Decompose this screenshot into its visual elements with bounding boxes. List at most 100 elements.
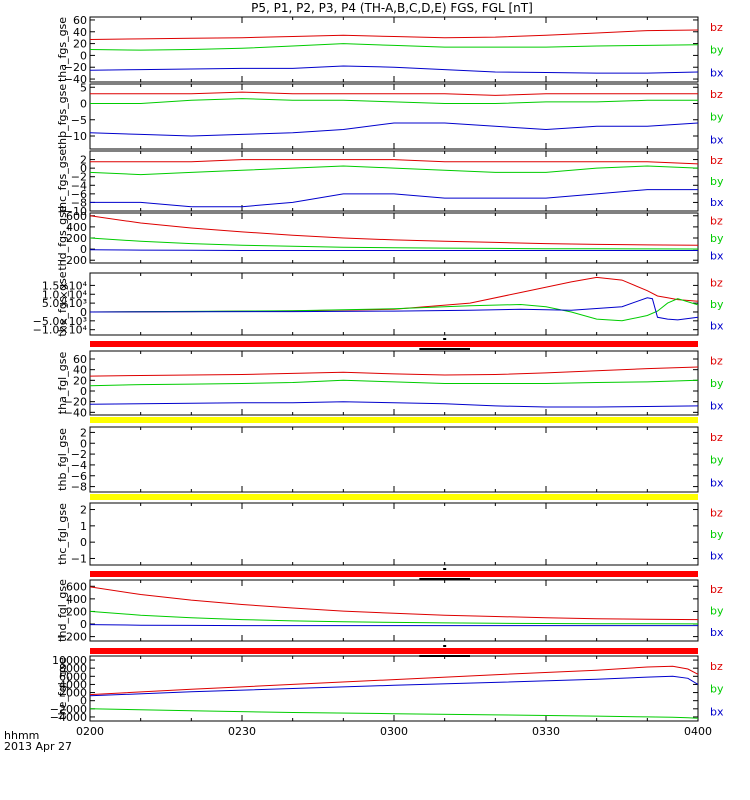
- status-mark: [419, 655, 470, 657]
- legend-bz: bz: [710, 88, 723, 101]
- y-tick-label: 0: [80, 306, 87, 319]
- y-tick-label: −5: [71, 114, 87, 127]
- series-bz-line: [90, 29, 698, 40]
- legend-bx: bx: [710, 250, 724, 263]
- legend-by: by: [710, 111, 724, 124]
- y-tick-label: −10: [64, 205, 87, 218]
- panel-frame: [89, 426, 699, 493]
- series-by-line: [90, 43, 698, 51]
- legend-bz: bz: [710, 583, 723, 596]
- legend-by: by: [710, 298, 724, 311]
- series-bx-line: [90, 675, 698, 697]
- series-bx-line: [90, 624, 698, 627]
- y-axis-label: the_fgl_gse: [56, 657, 69, 720]
- series-by-line: [90, 98, 698, 104]
- y-tick-label: 1.5×10⁴: [42, 279, 88, 292]
- series-bz-line: [90, 276, 698, 313]
- series-by-line: [90, 165, 698, 176]
- series-bz-line: [90, 215, 698, 246]
- y-axis-label: thb_fgl_gse: [56, 428, 69, 491]
- legend-bz: bz: [710, 431, 723, 444]
- status-bar: [90, 341, 698, 347]
- y-axis-label: thc_fgs_gse: [56, 149, 69, 214]
- y-tick-label: 20: [73, 38, 87, 51]
- legend-bz: bz: [710, 506, 723, 519]
- series-bx-line: [90, 189, 698, 208]
- series-bz-line: [90, 91, 698, 96]
- panel-frame: [89, 502, 699, 566]
- series-bz-line: [90, 366, 698, 377]
- legend-by: by: [710, 683, 724, 696]
- series-by-line: [90, 708, 698, 719]
- panel-frame: [89, 272, 699, 336]
- status-dot: [443, 338, 447, 340]
- legend-by: by: [710, 454, 724, 467]
- y-tick-label: −5.0×10³: [33, 315, 87, 328]
- x-footer-hhmm: hhmm: [4, 729, 39, 742]
- y-tick-label: 0: [80, 243, 87, 256]
- legend-bx: bx: [710, 626, 724, 639]
- y-axis-label: tha_fgl_gse: [56, 352, 69, 415]
- legend-by: by: [710, 175, 724, 188]
- y-tick-label: −40: [64, 73, 87, 86]
- y-tick-label: 2000: [59, 687, 87, 700]
- legend-bx: bx: [710, 476, 724, 489]
- series-bx-line: [90, 65, 698, 74]
- y-tick-label: 0: [80, 98, 87, 111]
- y-tick-label: −8: [71, 481, 87, 494]
- x-footer-date: 2013 Apr 27: [4, 740, 72, 753]
- y-tick-label: −6: [71, 188, 87, 201]
- y-tick-label: 8000: [59, 662, 87, 675]
- x-tick-label: 0400: [684, 725, 712, 738]
- series-bx-line: [90, 122, 698, 137]
- status-bar: [90, 417, 698, 423]
- series-by-line: [90, 237, 698, 250]
- x-tick-label: 0330: [532, 725, 560, 738]
- y-tick-label: 0: [80, 695, 87, 708]
- y-tick-label: 1.0×10⁴: [42, 288, 88, 301]
- status-dot: [443, 568, 447, 570]
- y-tick-label: 60: [73, 353, 87, 366]
- x-tick-label: 0230: [228, 725, 256, 738]
- y-tick-label: 20: [73, 374, 87, 387]
- status-bar: [90, 571, 698, 577]
- y-axis-label: thd_fgl_gse: [56, 579, 69, 642]
- legend-bz: bz: [710, 276, 723, 289]
- y-tick-label: 200: [66, 605, 87, 618]
- y-tick-label: 60: [73, 14, 87, 27]
- y-tick-label: −200: [57, 631, 87, 644]
- series-bz-line: [90, 586, 698, 621]
- y-tick-label: 0: [80, 49, 87, 62]
- legend-bx: bx: [710, 399, 724, 412]
- legend-bx: bx: [710, 66, 724, 79]
- y-tick-label: 40: [73, 364, 87, 377]
- legend-bx: bx: [710, 705, 724, 718]
- legend-bz: bz: [710, 154, 723, 167]
- y-tick-label: −1: [71, 552, 87, 565]
- y-tick-label: −10: [64, 130, 87, 143]
- panel-frame: [89, 579, 699, 642]
- y-tick-label: −6: [71, 470, 87, 483]
- legend-bx: bx: [710, 550, 724, 563]
- legend-by: by: [710, 232, 724, 245]
- y-tick-label: 400: [66, 221, 87, 234]
- y-tick-label: −200: [57, 254, 87, 267]
- y-tick-label: −40: [64, 406, 87, 419]
- y-tick-label: 0: [80, 437, 87, 450]
- panel-the_fgs_gse: 1.5×10⁴1.0×10⁴5.0×10³0−5.0×10³−1.0×10⁴th…: [33, 271, 724, 336]
- series-by-line: [90, 379, 698, 387]
- panel-frame: [89, 350, 699, 416]
- x-axis: 0200 0230 0300 0330 0400: [76, 725, 712, 738]
- y-axis-label: tha_fgs_gse: [56, 17, 69, 82]
- y-axis-label: thc_fgl_gse: [56, 503, 69, 565]
- series-bx-line: [90, 401, 698, 408]
- y-tick-label: 4000: [59, 678, 87, 691]
